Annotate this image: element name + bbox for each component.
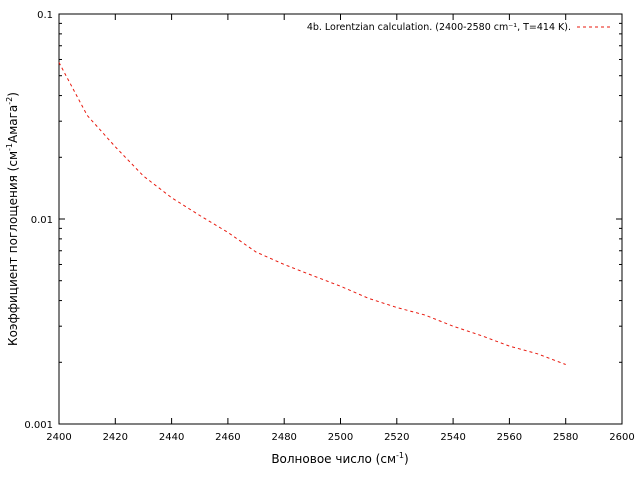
- y-tick-label: 0.1: [37, 10, 53, 21]
- x-tick-label: 2400: [46, 432, 71, 443]
- plot-frame: [58, 13, 623, 425]
- y-axis-ticks: 0.001 0.01 0.1: [24, 10, 622, 431]
- series-layer: [58, 62, 566, 365]
- x-tick-label: 2580: [553, 432, 578, 443]
- x-tick-label: 2520: [384, 432, 409, 443]
- x-axis-label: Волновое число (см-1): [271, 451, 408, 466]
- x-tick-label: 2480: [271, 432, 296, 443]
- y-tick-label: 0.01: [31, 215, 53, 226]
- x-tick-label: 2420: [103, 432, 128, 443]
- y-tick-label: 0.001: [24, 420, 53, 431]
- legend: 4b. Lorentzian calculation. (2400-2580 c…: [307, 22, 610, 33]
- series-line: [58, 62, 566, 365]
- x-tick-label: 2560: [497, 432, 522, 443]
- x-tick-label: 2440: [159, 432, 184, 443]
- y-axis-label: Коэффициент поглощения (см-1Амага-2): [5, 92, 20, 346]
- x-tick-label: 2600: [609, 432, 634, 443]
- x-tick-label: 2540: [440, 432, 465, 443]
- legend-label: 4b. Lorentzian calculation. (2400-2580 c…: [307, 22, 571, 33]
- x-axis-ticks: 2400 2420 2440 2460 2480 2500 2520 2540 2560 2580…: [46, 14, 635, 443]
- x-tick-label: 2460: [215, 432, 240, 443]
- x-tick-label: 2500: [328, 432, 353, 443]
